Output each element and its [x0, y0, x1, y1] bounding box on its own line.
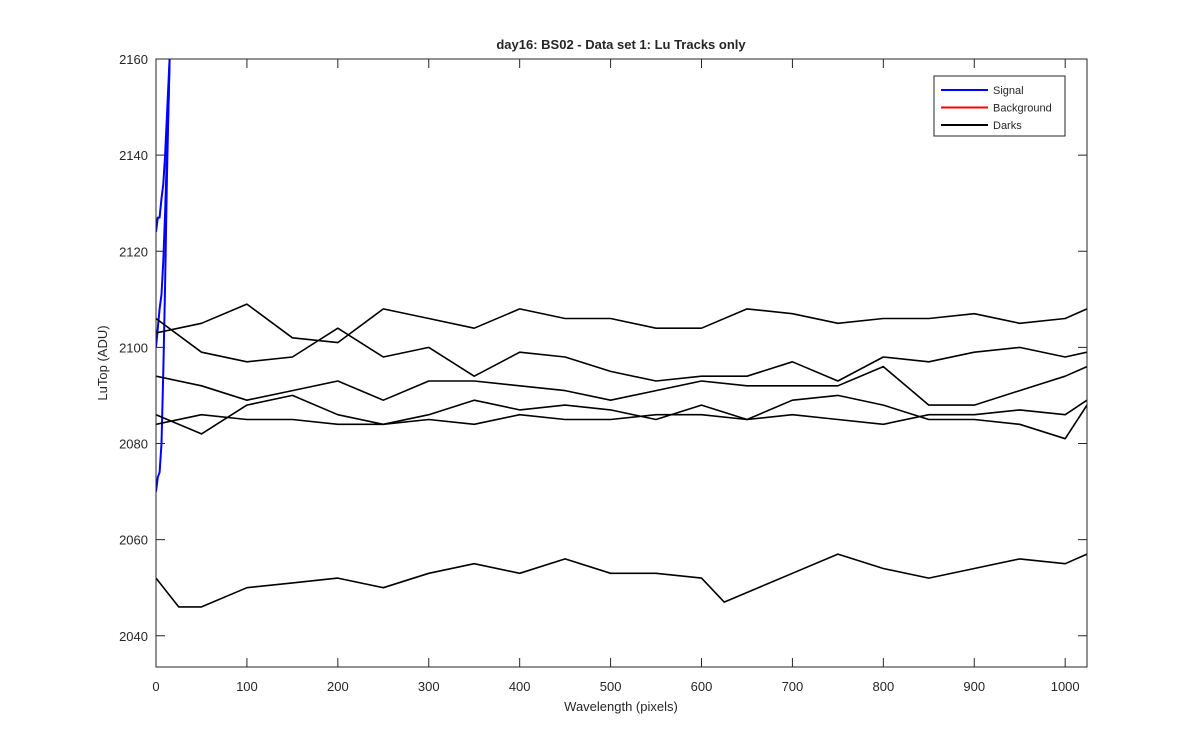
x-tick-label: 900 [963, 679, 985, 694]
y-tick-label: 2120 [119, 244, 148, 259]
y-tick-label: 2140 [119, 148, 148, 163]
legend-label-background: Background [993, 103, 1052, 115]
x-tick-label: 100 [236, 679, 258, 694]
axis-ticks: 0 100 200 300 400 500 600 700 800 900 1000 2040 2060… [119, 52, 1087, 694]
series-line-signal-3 [156, 59, 171, 348]
x-tick-label: 1000 [1051, 679, 1080, 694]
series-line-darks-4 [156, 303, 1087, 344]
x-tick-label: 500 [600, 679, 622, 694]
series-line-darks-7 [156, 394, 1087, 440]
series-layer [156, 59, 1087, 608]
x-tick-label: 400 [509, 679, 531, 694]
y-tick-label: 2100 [119, 340, 148, 355]
legend-label-darks: Darks [993, 120, 1022, 132]
plot-area-frame [155, 58, 1088, 668]
legend-label-signal: Signal [993, 85, 1024, 97]
legend: Signal Background Darks [933, 75, 1066, 137]
series-line-darks-5 [156, 317, 1087, 382]
x-tick-label: 200 [327, 679, 349, 694]
y-tick-label: 2060 [119, 533, 148, 548]
y-tick-label: 2160 [119, 52, 148, 67]
x-tick-label: 600 [691, 679, 713, 694]
x-tick-label: 800 [872, 679, 894, 694]
series-line-darks-6 [156, 365, 1087, 406]
x-tick-label: 300 [418, 679, 440, 694]
x-tick-label: 0 [152, 679, 159, 694]
x-axis-label: Wavelength (pixels) [564, 699, 678, 714]
y-tick-label: 2040 [119, 629, 148, 644]
chart-title: day16: BS02 - Data set 1: Lu Tracks only [496, 37, 746, 52]
y-tick-label: 2080 [119, 437, 148, 452]
series-line-darks-9 [156, 553, 1087, 608]
x-tick-label: 700 [782, 679, 804, 694]
y-axis-label: LuTop (ADU) [95, 325, 110, 400]
series-line-darks-8 [156, 399, 1087, 426]
